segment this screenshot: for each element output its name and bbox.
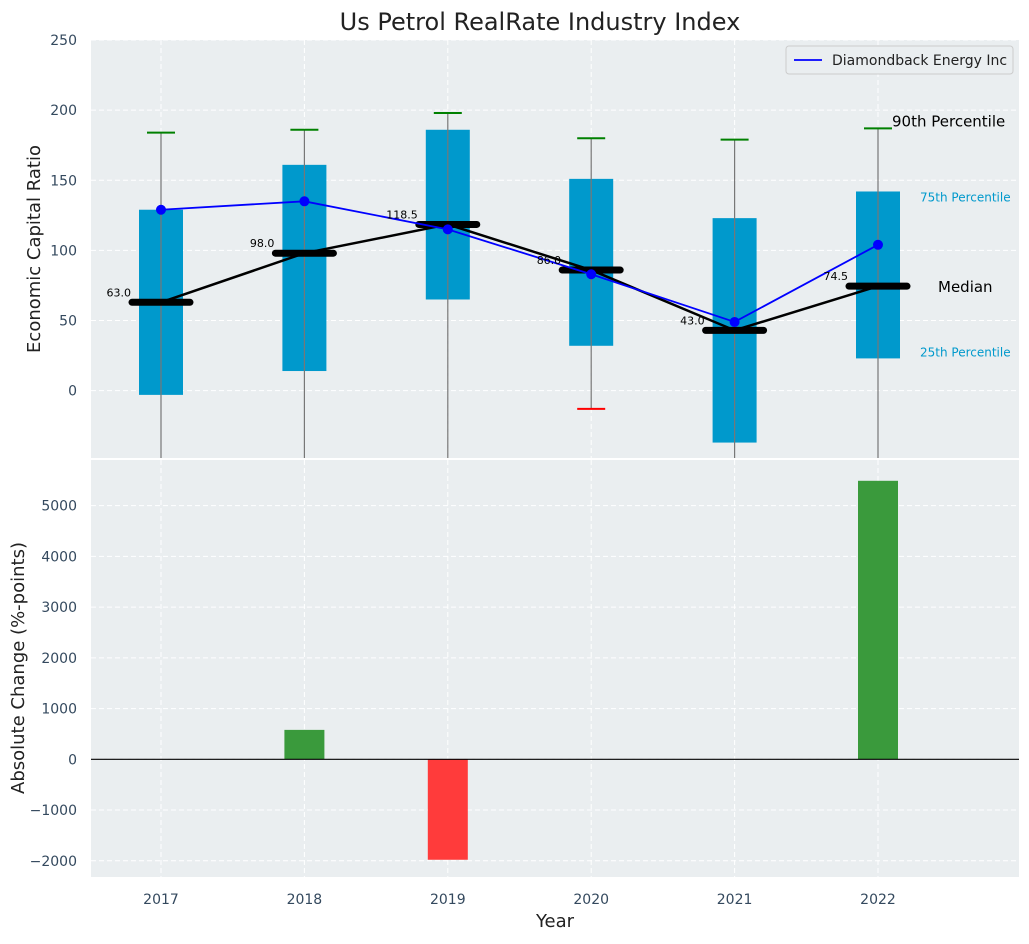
x-tick-label-2019: 2019 [430, 892, 466, 908]
annotation-p90: 90th Percentile [892, 112, 1005, 130]
x-axis-label: Year [535, 911, 575, 932]
top-y-tick-label: 50 [59, 314, 77, 330]
bottom-y-tick-label: 2000 [41, 651, 77, 667]
annotation-median: Median [938, 278, 993, 296]
bottom-y-tick-label: −1000 [30, 803, 77, 819]
bottom-y-tick-label: 4000 [41, 549, 77, 565]
median-line [160, 223, 879, 332]
series-point-2019 [442, 224, 453, 235]
top-y-tick-label: 150 [50, 173, 77, 189]
series-point-2021 [729, 316, 740, 327]
top-y-tick-label: 200 [50, 103, 77, 119]
top-y-tick-label: 100 [50, 243, 77, 259]
annotation-p75: 75th Percentile [920, 190, 1011, 204]
legend-label: Diamondback Energy Inc [832, 53, 1007, 69]
x-tick-label-2020: 2020 [573, 892, 609, 908]
change-bar-2019 [427, 759, 468, 860]
change-bar-2018 [284, 729, 325, 760]
median-label-2022: 74.5 [824, 270, 849, 283]
median-label-2017: 63.0 [107, 286, 132, 299]
chart-title: Us Petrol RealRate Industry Index [340, 8, 741, 36]
x-tick-label-2022: 2022 [860, 892, 896, 908]
median-label-2021: 43.0 [680, 314, 705, 327]
series-point-2018 [299, 196, 310, 207]
annotation-p25: 25th Percentile [920, 345, 1011, 359]
bottom-y-tick-label: −2000 [30, 854, 77, 870]
change-bar-2022 [858, 480, 898, 760]
top-y-tick-label: 0 [68, 384, 77, 400]
top-y-tick-label: 250 [50, 33, 77, 49]
legend-box [785, 45, 1014, 75]
bottom-y-tick-label: 3000 [41, 600, 77, 616]
legend: Diamondback Energy Inc [785, 45, 1014, 75]
x-tick-label-2017: 2017 [143, 892, 179, 908]
x-tick-label-2018: 2018 [287, 892, 323, 908]
bottom-y-tick-label: 0 [68, 752, 77, 768]
x-tick-label-2021: 2021 [717, 892, 753, 908]
median-label-2019: 118.5 [386, 208, 418, 221]
series-point-2017 [156, 204, 166, 215]
series-point-2020 [586, 269, 597, 280]
series-line [160, 200, 879, 323]
median-label-2018: 98.0 [250, 237, 275, 250]
bottom-y-tick-label: 1000 [41, 702, 77, 718]
median-label-2020: 86.0 [537, 254, 562, 267]
top-y-axis-label: Economic Capital Ratio [24, 145, 45, 353]
bottom-y-tick-label: 5000 [41, 499, 77, 515]
boxplot-group [128, 111, 911, 458]
series-point-2022 [873, 239, 883, 250]
bottom-y-axis-label: Absolute Change (%-points) [8, 542, 29, 794]
